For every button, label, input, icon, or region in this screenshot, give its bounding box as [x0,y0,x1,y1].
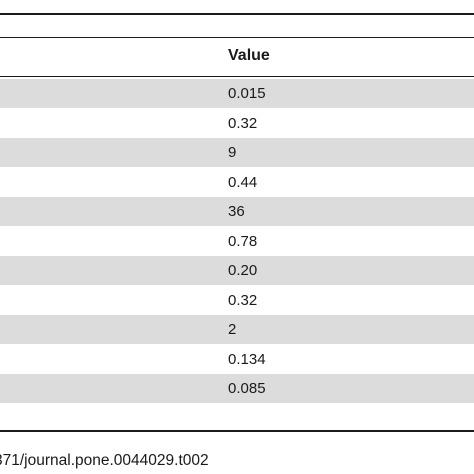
value-cell: 0.20 [228,262,258,279]
table-header-bottom-rule [0,76,474,77]
table-bottom-rule [0,430,474,432]
value-cell: 0.32 [228,114,258,132]
table-row: 9 [0,138,474,168]
value-cell: 9 [228,144,237,161]
value-cell: 0.78 [228,232,258,250]
value-cell: 0.085 [228,380,266,397]
table-row: 0.32 [0,286,474,315]
table-row: 2 [0,315,474,345]
value-cell: 0.134 [228,350,266,368]
table-row: 36 [0,197,474,227]
table-row: 0.20 [0,256,474,286]
table-body: 0.015 0.32 9 0.44 36 0.78 0.20 0.32 2 0.… [0,79,474,404]
doi-caption: 371/journal.pone.0044029.t002 [0,452,209,469]
value-cell: 0.44 [228,173,258,191]
value-cell: 36 [228,203,245,220]
table-row: 0.32 [0,109,474,138]
table-row: 0.44 [0,168,474,197]
table-header-row: e Value [0,38,474,76]
value-cell: 0.015 [228,85,266,102]
table-row: 0.78 [0,227,474,256]
column-header-value: Value [228,47,270,64]
table-row: 0.085 [0,374,474,404]
table-row: 0.134 [0,345,474,374]
value-cell: 2 [228,321,237,338]
value-cell: 0.32 [228,291,258,309]
table-row: 0.015 [0,79,474,109]
table-header-top-rule [0,37,474,38]
table-top-rule [0,13,474,15]
